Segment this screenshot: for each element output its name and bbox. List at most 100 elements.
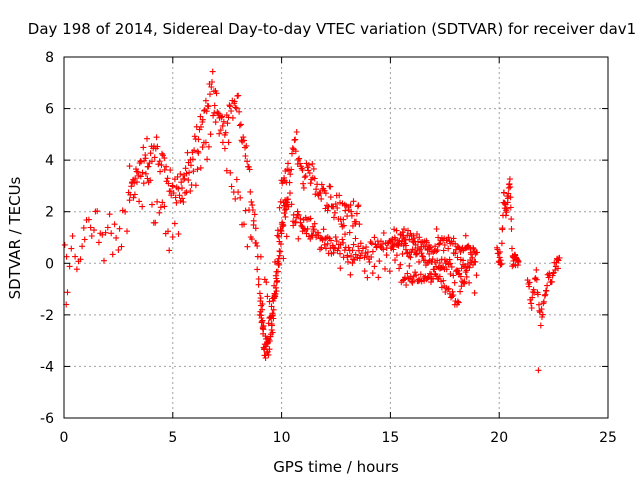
y-axis-label: SDTVAR / TECUs	[6, 176, 24, 299]
data-point	[266, 346, 273, 353]
data-point	[433, 226, 440, 232]
data-point	[228, 108, 235, 114]
data-point	[72, 253, 79, 260]
data-point	[442, 260, 449, 267]
data-point	[154, 143, 161, 150]
x-tick-label: 20	[490, 430, 508, 446]
data-point	[242, 153, 249, 159]
data-point	[252, 225, 259, 232]
data-point	[342, 244, 349, 251]
data-point	[313, 186, 320, 193]
data-point	[249, 202, 256, 209]
data-point	[205, 103, 212, 110]
data-point	[240, 137, 247, 144]
data-point	[348, 253, 355, 259]
data-point	[131, 180, 138, 187]
data-point	[352, 235, 359, 242]
data-point	[132, 175, 139, 182]
data-point	[249, 207, 256, 213]
data-point	[507, 204, 514, 211]
data-point	[130, 194, 137, 201]
data-point	[409, 277, 416, 283]
data-point	[87, 224, 94, 231]
data-point	[333, 238, 340, 245]
data-point	[272, 290, 279, 297]
data-point	[157, 168, 164, 175]
data-point	[406, 236, 413, 243]
data-point	[235, 92, 242, 99]
data-point	[237, 121, 244, 128]
data-point	[291, 137, 298, 144]
data-point	[270, 306, 277, 313]
data-point	[262, 355, 269, 361]
data-point	[247, 188, 254, 195]
data-point	[289, 150, 295, 157]
data-point	[183, 189, 190, 196]
data-point	[530, 286, 537, 293]
data-point	[548, 278, 555, 285]
data-point	[61, 241, 68, 248]
data-point	[367, 239, 374, 245]
data-point	[202, 139, 209, 146]
data-point	[77, 256, 84, 263]
data-point	[265, 351, 272, 358]
data-point	[270, 297, 277, 304]
data-point	[286, 179, 293, 186]
data-point	[165, 228, 171, 235]
data-point	[211, 102, 218, 109]
data-point	[277, 248, 284, 255]
data-point	[156, 158, 163, 165]
data-point	[172, 194, 179, 201]
data-point	[350, 241, 357, 248]
data-point	[391, 234, 398, 241]
data-point	[503, 205, 510, 212]
data-point	[335, 245, 342, 252]
data-point	[342, 231, 348, 238]
data-point	[348, 212, 355, 219]
data-point	[505, 190, 512, 197]
data-point	[332, 234, 339, 241]
data-point	[392, 257, 398, 264]
data-point	[191, 147, 198, 154]
data-point	[177, 171, 184, 177]
data-point	[251, 211, 258, 218]
data-point	[292, 136, 299, 143]
data-point	[69, 233, 76, 239]
data-point	[356, 255, 363, 262]
data-point	[124, 228, 130, 235]
data-point	[463, 273, 470, 280]
data-point	[192, 182, 199, 189]
data-point	[352, 251, 359, 258]
data-point	[265, 320, 272, 327]
data-point	[330, 249, 337, 256]
data-point	[196, 126, 203, 133]
data-point	[323, 234, 330, 241]
data-point	[296, 155, 303, 162]
data-point	[139, 169, 146, 176]
data-point	[515, 259, 522, 265]
data-point	[412, 241, 419, 248]
data-point	[272, 284, 279, 291]
chart-title: Day 198 of 2014, Sidereal Day-to-day VTE…	[28, 20, 636, 38]
data-point	[401, 226, 407, 233]
data-point	[140, 180, 147, 187]
data-point	[386, 268, 393, 275]
data-point	[161, 203, 168, 210]
data-point	[495, 250, 502, 257]
data-point	[361, 268, 368, 275]
data-point	[189, 156, 196, 163]
data-point	[280, 222, 287, 229]
data-point	[444, 237, 450, 244]
data-point	[440, 247, 447, 254]
data-point	[297, 160, 303, 167]
data-point	[339, 236, 346, 243]
data-point	[217, 127, 224, 134]
data-point	[431, 266, 438, 273]
data-point	[256, 290, 263, 297]
data-point	[336, 192, 343, 199]
data-point	[225, 139, 232, 146]
y-tick-label: -2	[40, 308, 54, 324]
data-point	[144, 135, 150, 142]
data-point	[458, 283, 465, 290]
data-point	[324, 207, 331, 214]
